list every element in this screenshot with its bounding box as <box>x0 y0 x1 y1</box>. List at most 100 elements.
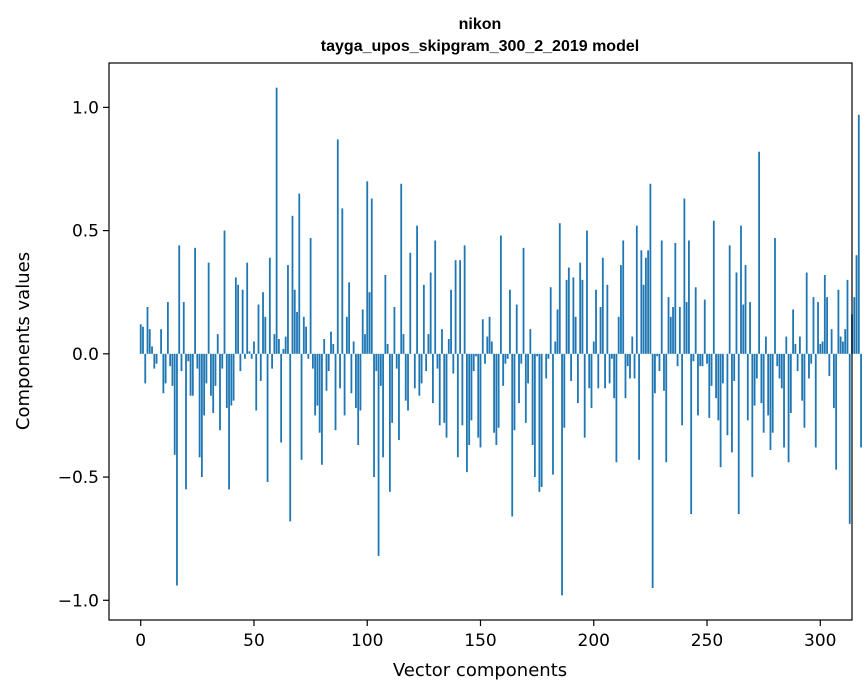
bar <box>567 267 570 354</box>
bar <box>248 351 251 354</box>
bar <box>402 334 405 354</box>
bar <box>658 353 661 372</box>
bar <box>393 307 396 354</box>
bar <box>808 353 810 379</box>
bar <box>581 279 584 354</box>
bar <box>665 353 668 463</box>
bar <box>796 353 799 372</box>
bar <box>300 353 303 460</box>
bar <box>452 353 455 374</box>
bar <box>400 183 403 354</box>
bar <box>832 353 835 409</box>
x-tick-label: 150 <box>464 631 496 651</box>
bar <box>765 336 767 354</box>
bar <box>685 302 688 354</box>
bar <box>771 353 774 433</box>
bar <box>296 311 298 354</box>
bar <box>434 240 437 354</box>
bar <box>309 237 312 354</box>
x-tick-label: 50 <box>243 631 265 651</box>
bar <box>416 225 418 354</box>
bar <box>495 353 498 446</box>
bar <box>783 353 785 448</box>
bar <box>758 151 761 354</box>
bar <box>703 299 706 354</box>
bar <box>180 353 183 372</box>
bar <box>529 329 532 354</box>
y-axis-label: Components values <box>13 252 34 430</box>
bar <box>262 292 264 354</box>
bar <box>307 353 310 359</box>
bar <box>615 353 618 463</box>
bar <box>230 353 233 406</box>
x-axis: 0 50 100 150 200 250 300 <box>135 620 837 651</box>
bar <box>694 287 697 354</box>
bar <box>477 353 480 438</box>
bar <box>196 353 199 369</box>
bar <box>345 316 348 354</box>
bar <box>144 353 147 384</box>
bar <box>776 353 779 367</box>
bar <box>633 353 636 379</box>
bar <box>735 272 738 354</box>
bar <box>232 353 235 401</box>
bar <box>151 346 153 354</box>
plot-area <box>109 63 852 620</box>
bar <box>731 353 733 453</box>
bar <box>572 277 575 354</box>
bar <box>214 353 217 386</box>
bar <box>187 353 190 362</box>
bar <box>336 139 339 354</box>
bar <box>805 272 808 354</box>
bar <box>762 353 765 433</box>
bar <box>445 353 448 438</box>
bar <box>780 353 783 389</box>
bar <box>826 297 828 354</box>
bar <box>427 334 430 354</box>
bar <box>490 341 493 354</box>
bar <box>678 307 681 354</box>
bar <box>205 353 208 384</box>
bar <box>642 284 645 354</box>
bar <box>146 307 149 354</box>
bar <box>148 329 151 354</box>
bar <box>282 348 285 354</box>
bar <box>663 353 665 391</box>
bar <box>744 265 747 354</box>
bar <box>327 353 330 372</box>
bar <box>420 353 423 384</box>
bar <box>289 353 292 522</box>
bar <box>794 343 797 354</box>
bar <box>631 336 634 354</box>
bar <box>398 353 400 441</box>
bar <box>253 341 255 354</box>
bar <box>844 329 847 354</box>
bar <box>620 265 622 354</box>
bar <box>425 353 428 372</box>
bar <box>237 284 240 354</box>
bar <box>545 353 548 379</box>
y-tick-label: 0.5 <box>72 222 99 242</box>
bar <box>271 353 273 369</box>
bar <box>504 353 507 364</box>
bar <box>533 353 536 478</box>
bar <box>760 353 763 404</box>
bar <box>839 336 842 354</box>
bar <box>386 343 389 354</box>
bar <box>178 245 181 354</box>
x-tick-label: 0 <box>135 631 146 651</box>
bar <box>778 353 781 379</box>
bar <box>364 334 366 354</box>
bar <box>375 353 378 372</box>
bar <box>257 304 260 354</box>
bar <box>712 220 715 354</box>
bar <box>697 353 699 416</box>
bar <box>690 353 693 515</box>
bar <box>264 316 267 354</box>
bar <box>656 353 659 357</box>
bar <box>608 353 611 384</box>
bar <box>624 353 627 399</box>
bar <box>366 181 369 354</box>
bar <box>409 252 412 354</box>
bar <box>676 353 679 367</box>
